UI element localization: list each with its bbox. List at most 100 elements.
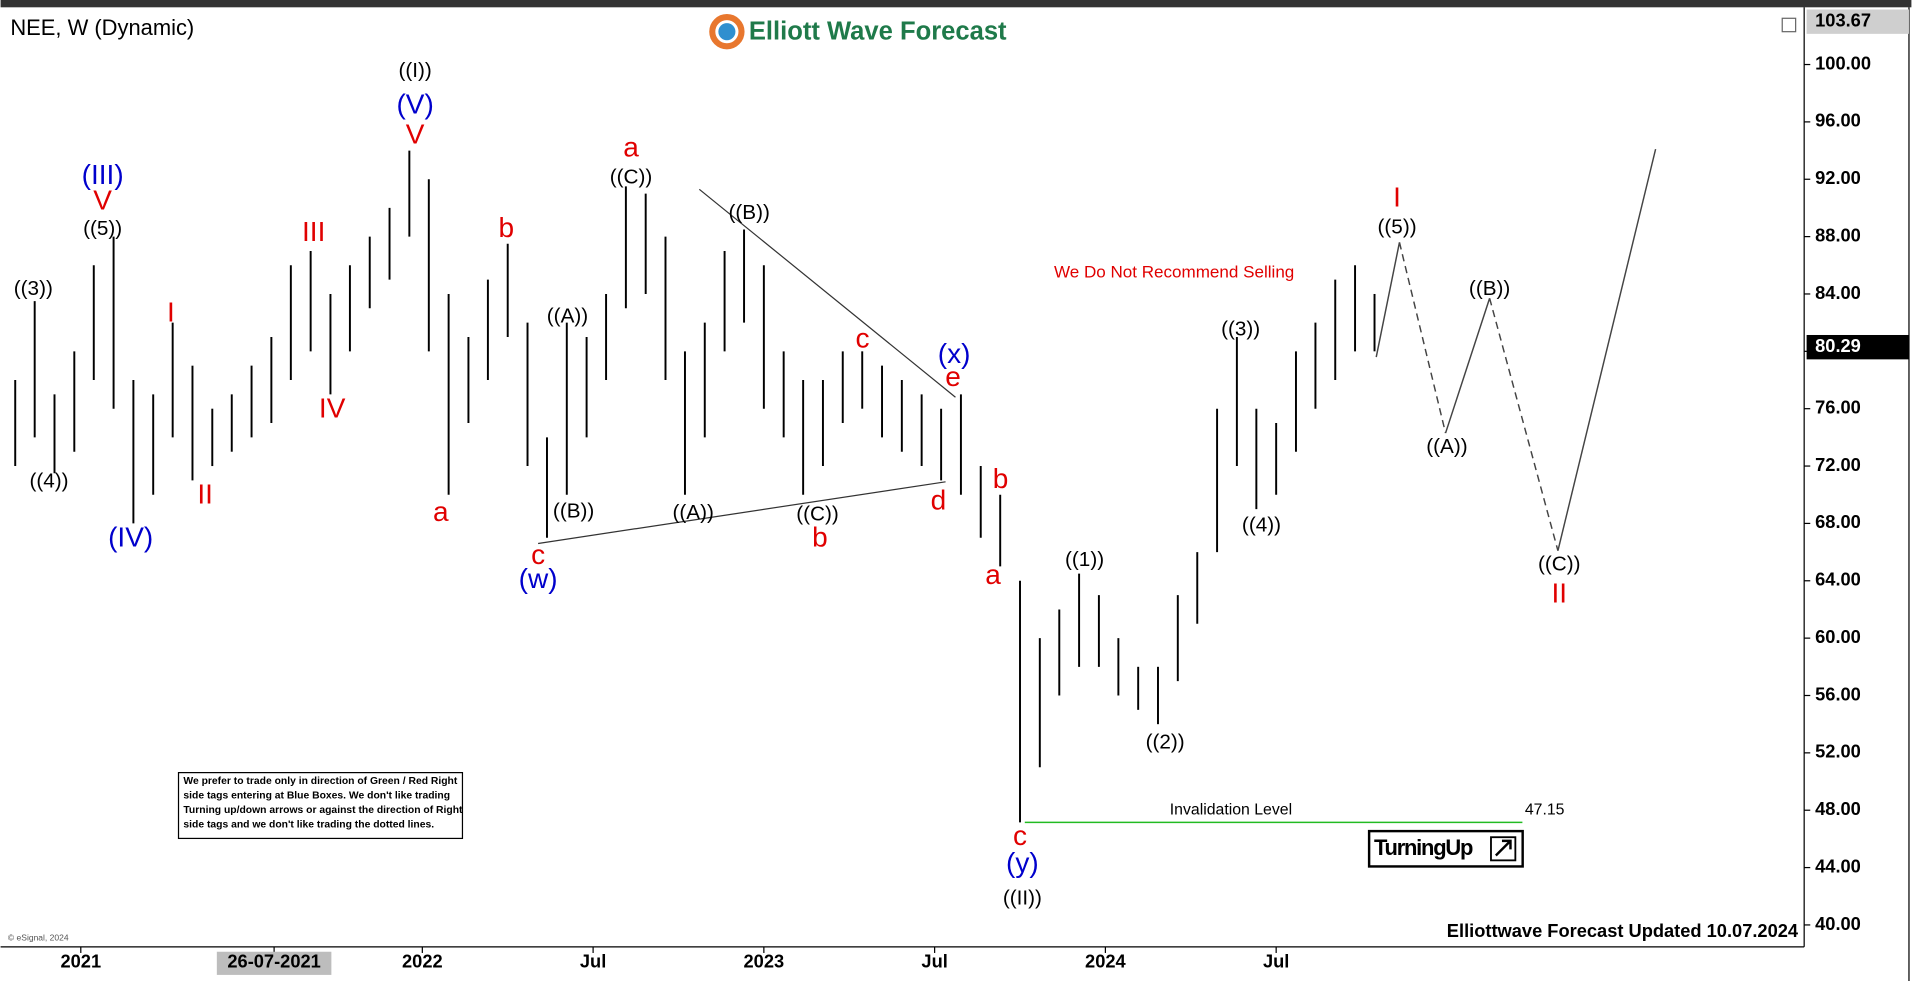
chart-title: NEE, W (Dynamic) [10, 15, 194, 40]
top-price: 103.67 [1815, 9, 1871, 30]
wave-label: (w) [519, 563, 558, 594]
y-tick-label: 88.00 [1815, 224, 1861, 245]
y-tick-label: 44.00 [1815, 855, 1861, 876]
disclaimer-line: We prefer to trade only in direction of … [183, 776, 458, 787]
x-tick-label: Jul [921, 951, 947, 972]
logo-ring [709, 14, 745, 50]
projection-path [1488, 298, 1559, 551]
wave-label: ((5)) [83, 217, 122, 240]
wave-label: II [197, 479, 213, 510]
wave-label: I [1393, 182, 1401, 213]
wave-label: d [931, 484, 947, 515]
wave-label: a [623, 132, 639, 163]
x-tick-label: Jul [1263, 951, 1289, 972]
wave-label: ((B)) [1469, 277, 1510, 300]
badge-icon [1490, 836, 1517, 862]
wave-label: V [406, 119, 425, 150]
turning-up-badge: TurningUp [1367, 829, 1524, 868]
window-icon [1781, 17, 1797, 33]
last-price: 80.29 [1815, 335, 1861, 356]
wave-label: ((3)) [14, 277, 53, 300]
wave-label: ((A)) [1426, 435, 1467, 458]
projection-path [1375, 242, 1401, 358]
wave-label: ((A)) [547, 304, 588, 327]
x-tick-label: 2024 [1085, 951, 1126, 972]
wave-label: (V) [396, 89, 433, 120]
invalidation-label: Invalidation Level [1170, 801, 1292, 818]
disclaimer-line: Turning up/down arrows or against the di… [183, 805, 463, 816]
y-tick-label: 56.00 [1815, 683, 1861, 704]
note: We Do Not Recommend Selling [1054, 262, 1294, 281]
wave-label: b [812, 522, 828, 553]
wave-label: (III) [82, 159, 124, 190]
projection-path [1444, 298, 1491, 434]
y-tick-label: 40.00 [1815, 913, 1861, 934]
y-tick-label: 52.00 [1815, 741, 1861, 762]
y-tick-label: 60.00 [1815, 626, 1861, 647]
disclaimer: We prefer to trade only in direction of … [177, 772, 464, 840]
wave-label: ((2)) [1146, 730, 1185, 753]
wave-label: a [433, 496, 449, 527]
wave-label: ((B)) [553, 499, 594, 522]
wave-label: ((1)) [1065, 548, 1104, 571]
wave-label: ((II)) [1003, 887, 1042, 910]
projection-path [1398, 242, 1447, 434]
wave-label: c [531, 539, 545, 570]
badge-text: TurningUp [1374, 835, 1473, 860]
invalidation-value: 47.15 [1525, 801, 1565, 818]
y-tick-label: 84.00 [1815, 282, 1861, 303]
trendline [698, 188, 956, 398]
wave-label: IV [319, 393, 346, 424]
top-price-box [1806, 9, 1909, 34]
logo-text: Elliott Wave Forecast [749, 18, 1007, 46]
wave-label: b [499, 212, 515, 243]
x-tick-label: 2021 [60, 951, 101, 972]
x-tick-label: Jul [580, 951, 606, 972]
y-tick-label: 76.00 [1815, 397, 1861, 418]
wave-label: b [993, 463, 1009, 494]
projection-path [1557, 148, 1657, 551]
y-tick-label: 100.00 [1815, 52, 1871, 73]
wave-label: ((B)) [728, 201, 769, 224]
x-tick-label: 2023 [744, 951, 785, 972]
wave-label: ((5)) [1378, 215, 1417, 238]
copyright: © eSignal, 2024 [8, 933, 69, 943]
wave-label: c [856, 322, 870, 353]
disclaimer-line: side tags entering at Blue Boxes. We don… [183, 791, 450, 802]
footer: Elliottwave Forecast Updated 10.07.2024 [1447, 920, 1799, 941]
last-price-box [1806, 334, 1909, 360]
wave-label: ((C)) [610, 165, 653, 188]
x-tick-label: 26-07-2021 [227, 951, 320, 972]
wave-label: I [167, 296, 175, 327]
logo-core [718, 23, 736, 41]
logo: Elliott Wave Forecast [709, 14, 1007, 50]
y-tick-label: 48.00 [1815, 798, 1861, 819]
wave-label: ((3)) [1221, 317, 1260, 340]
disclaimer-line: side tags and we don't like trading the … [183, 820, 434, 831]
trendline [538, 481, 946, 545]
wave-label: ((4)) [29, 469, 68, 492]
wave-label: (IV) [108, 522, 153, 553]
wave-label: c [1013, 820, 1027, 851]
price-bars [14, 150, 1376, 823]
badge-arrow [1494, 839, 1512, 857]
wave-label: V [93, 185, 112, 216]
wave-label: ((A)) [672, 501, 713, 524]
y-tick-label: 92.00 [1815, 167, 1861, 188]
wave-label: ((C)) [1538, 552, 1581, 575]
wave-label: ((4)) [1242, 514, 1281, 537]
wave-label: III [302, 216, 325, 247]
x-tick-highlight [216, 951, 332, 975]
y-tick-label: 64.00 [1815, 569, 1861, 590]
wave-label: II [1552, 578, 1568, 609]
x-tick-label: 2022 [402, 951, 443, 972]
disclaimer-box [177, 772, 464, 840]
wave-label: e [945, 361, 961, 392]
y-tick-label: 72.00 [1815, 454, 1861, 475]
wave-label: (y) [1006, 847, 1039, 878]
y-tick-label: 68.00 [1815, 511, 1861, 532]
wave-label: ((C)) [796, 502, 839, 525]
wave-label: a [985, 559, 1001, 590]
wave-label: ((I)) [398, 59, 431, 82]
